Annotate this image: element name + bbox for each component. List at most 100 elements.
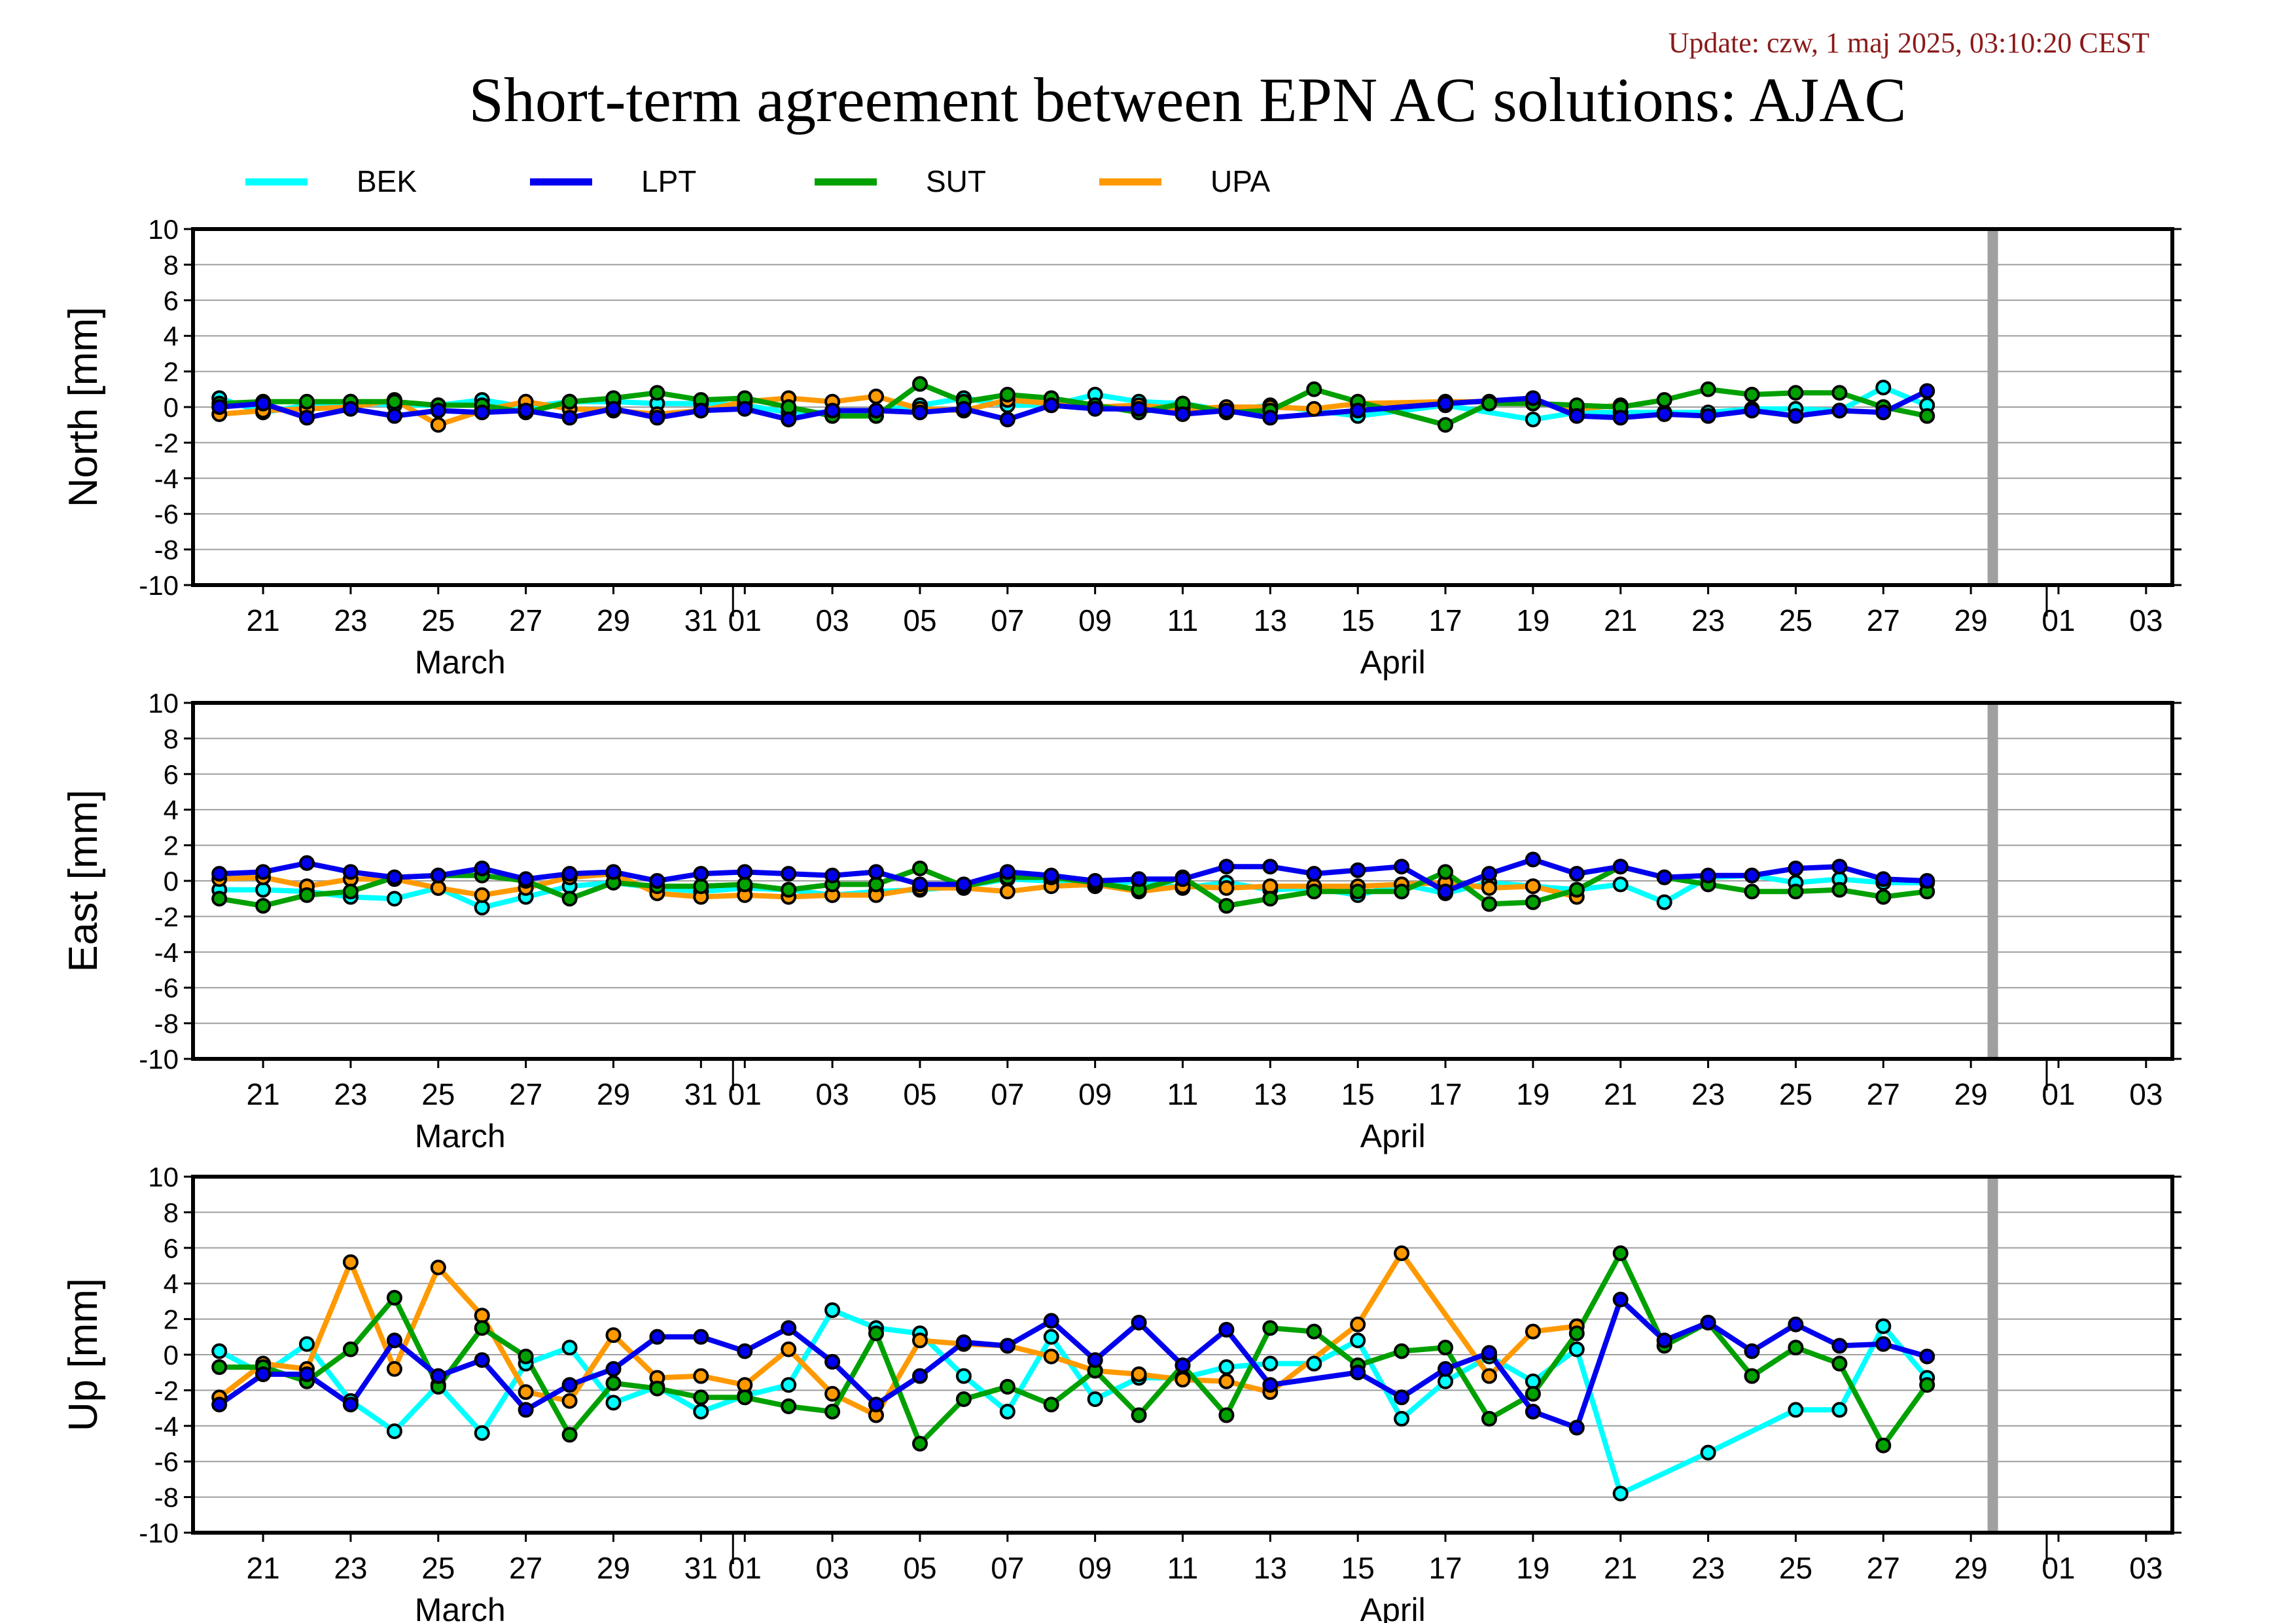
series-line-bek (218, 1308, 1930, 1497)
point-lpt (1218, 1321, 1235, 1338)
point-lpt (1875, 404, 1892, 421)
point-sut (1919, 408, 1935, 424)
point-bek (693, 1404, 709, 1419)
point-lpt (1612, 859, 1629, 875)
point-lpt (912, 876, 928, 893)
y-tick-label: -6 (154, 499, 179, 529)
point-lpt (1525, 390, 1541, 406)
point-lpt (430, 402, 446, 419)
point-upa (518, 1384, 534, 1400)
point-upa (1394, 1245, 1410, 1261)
point-sut (342, 1341, 359, 1357)
y-tick-label: 2 (164, 1304, 179, 1335)
x-tick-label: 07 (991, 1551, 1024, 1585)
point-lpt (824, 867, 841, 883)
point-sut (1744, 387, 1760, 402)
point-lpt (1218, 402, 1235, 419)
point-sut (1481, 395, 1497, 412)
point-sut (1438, 864, 1453, 880)
y-tick-label: -2 (154, 1375, 179, 1406)
point-bek (1043, 1329, 1059, 1345)
x-tick-label: 25 (1779, 1077, 1812, 1111)
x-tick-label: 05 (903, 603, 936, 637)
point-sut (1262, 891, 1279, 907)
point-lpt (211, 399, 228, 415)
x-tick-label: 23 (1691, 1551, 1725, 1585)
point-lpt (1481, 866, 1497, 882)
x-tick-label: 03 (2129, 603, 2163, 637)
point-sut (1919, 1377, 1935, 1393)
month-label-april: April (1360, 644, 1426, 681)
month-label-march: March (415, 1592, 506, 1623)
point-lpt (1350, 1364, 1366, 1381)
point-lpt (781, 866, 797, 882)
point-lpt (1438, 395, 1453, 412)
point-lpt (1394, 1389, 1410, 1406)
point-bek (1087, 1391, 1103, 1407)
x-tick-label: 29 (1954, 1551, 1988, 1585)
point-sut (912, 861, 928, 876)
point-upa (1306, 401, 1322, 417)
point-lpt (824, 402, 841, 419)
y-tick-label: 8 (164, 723, 179, 754)
y-tick-label: 10 (148, 1162, 179, 1192)
point-bek (605, 1395, 622, 1411)
x-tick-label: 31 (684, 1077, 718, 1111)
legend-label-sut: SUT (926, 164, 986, 198)
point-lpt (693, 402, 709, 419)
point-lpt (868, 402, 884, 419)
y-tick-label: 0 (164, 392, 179, 423)
point-lpt (1919, 383, 1935, 399)
point-sut (1612, 1245, 1629, 1261)
point-lpt (1525, 851, 1541, 868)
point-lpt (1131, 1315, 1147, 1330)
y-axis-label: East [mm] (61, 789, 106, 972)
plot-area (211, 376, 1935, 433)
x-tick-label: 23 (1691, 603, 1725, 637)
point-lpt (342, 401, 359, 417)
point-sut (912, 1436, 928, 1452)
x-tick-label: 31 (684, 603, 718, 637)
point-sut (1875, 1437, 1892, 1454)
point-bek (1525, 412, 1541, 427)
point-upa (737, 1377, 753, 1393)
month-label-march: March (415, 644, 506, 681)
point-lpt (737, 864, 753, 880)
x-tick-label: 07 (991, 1077, 1024, 1111)
y-tick-label: 10 (148, 688, 179, 719)
point-sut (868, 1325, 884, 1342)
point-lpt (1174, 406, 1191, 422)
point-bek (1700, 1444, 1716, 1461)
point-lpt (1831, 1338, 1848, 1354)
point-bek (781, 1377, 797, 1393)
month-label-april: April (1360, 1592, 1426, 1623)
point-sut (211, 1359, 228, 1375)
y-tick-label: 4 (164, 321, 179, 351)
point-upa (605, 1327, 622, 1344)
legend-label-upa: UPA (1210, 164, 1270, 198)
point-sut (299, 393, 315, 410)
point-sut (1831, 385, 1848, 401)
point-lpt (649, 873, 665, 889)
x-tick-label: 25 (421, 1551, 455, 1585)
point-sut (518, 1348, 534, 1364)
y-tick-label: -2 (154, 901, 179, 932)
point-lpt (1218, 859, 1235, 875)
point-sut (386, 1290, 402, 1306)
x-tick-label: 03 (816, 603, 849, 637)
x-tick-label: 27 (509, 603, 542, 637)
month-label-march: March (415, 1118, 506, 1154)
point-lpt (1831, 402, 1848, 419)
y-tick-label: -10 (139, 570, 179, 601)
point-upa (1481, 880, 1497, 896)
point-bek (1262, 1355, 1279, 1372)
point-lpt (824, 1353, 841, 1370)
point-lpt (1043, 1313, 1059, 1329)
x-tick-label: 15 (1341, 603, 1375, 637)
point-sut (1788, 883, 1804, 900)
y-tick-label: -4 (154, 1411, 179, 1442)
point-bek (1350, 1332, 1366, 1349)
